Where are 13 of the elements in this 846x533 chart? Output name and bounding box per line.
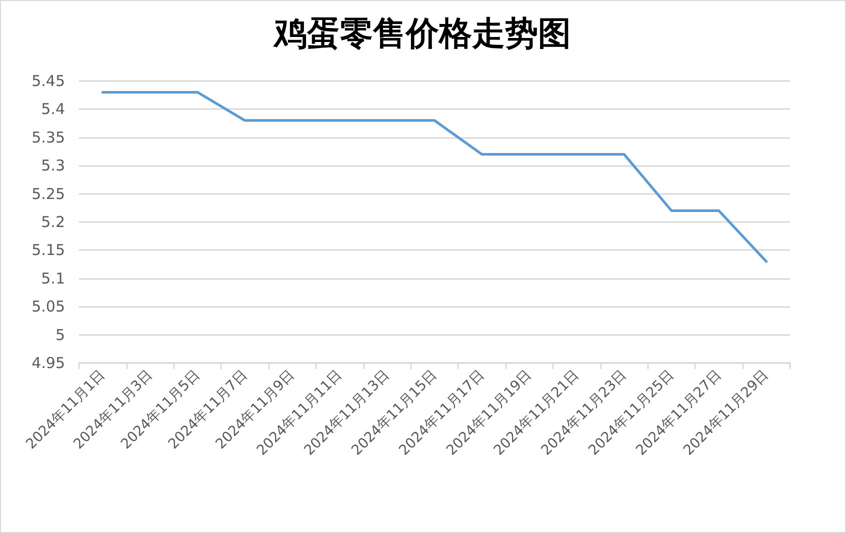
y-tick-label: 4.95 xyxy=(32,354,65,372)
y-tick-label: 5.15 xyxy=(32,241,65,260)
y-tick-label: 5.45 xyxy=(32,72,65,90)
y-tick-label: 5 xyxy=(55,326,65,344)
y-tick-label: 5.05 xyxy=(32,298,65,316)
y-tick-label: 5.3 xyxy=(41,156,65,175)
y-tick-label: 5.2 xyxy=(41,213,65,231)
y-tick-label: 5.25 xyxy=(32,184,65,203)
y-tick-label: 5.1 xyxy=(41,269,65,288)
y-tick-label: 5.35 xyxy=(32,128,65,146)
line-series xyxy=(101,90,768,263)
chart-title: 鸡蛋零售价格走势图 xyxy=(272,16,571,52)
y-tick-label: 5.4 xyxy=(41,100,65,118)
